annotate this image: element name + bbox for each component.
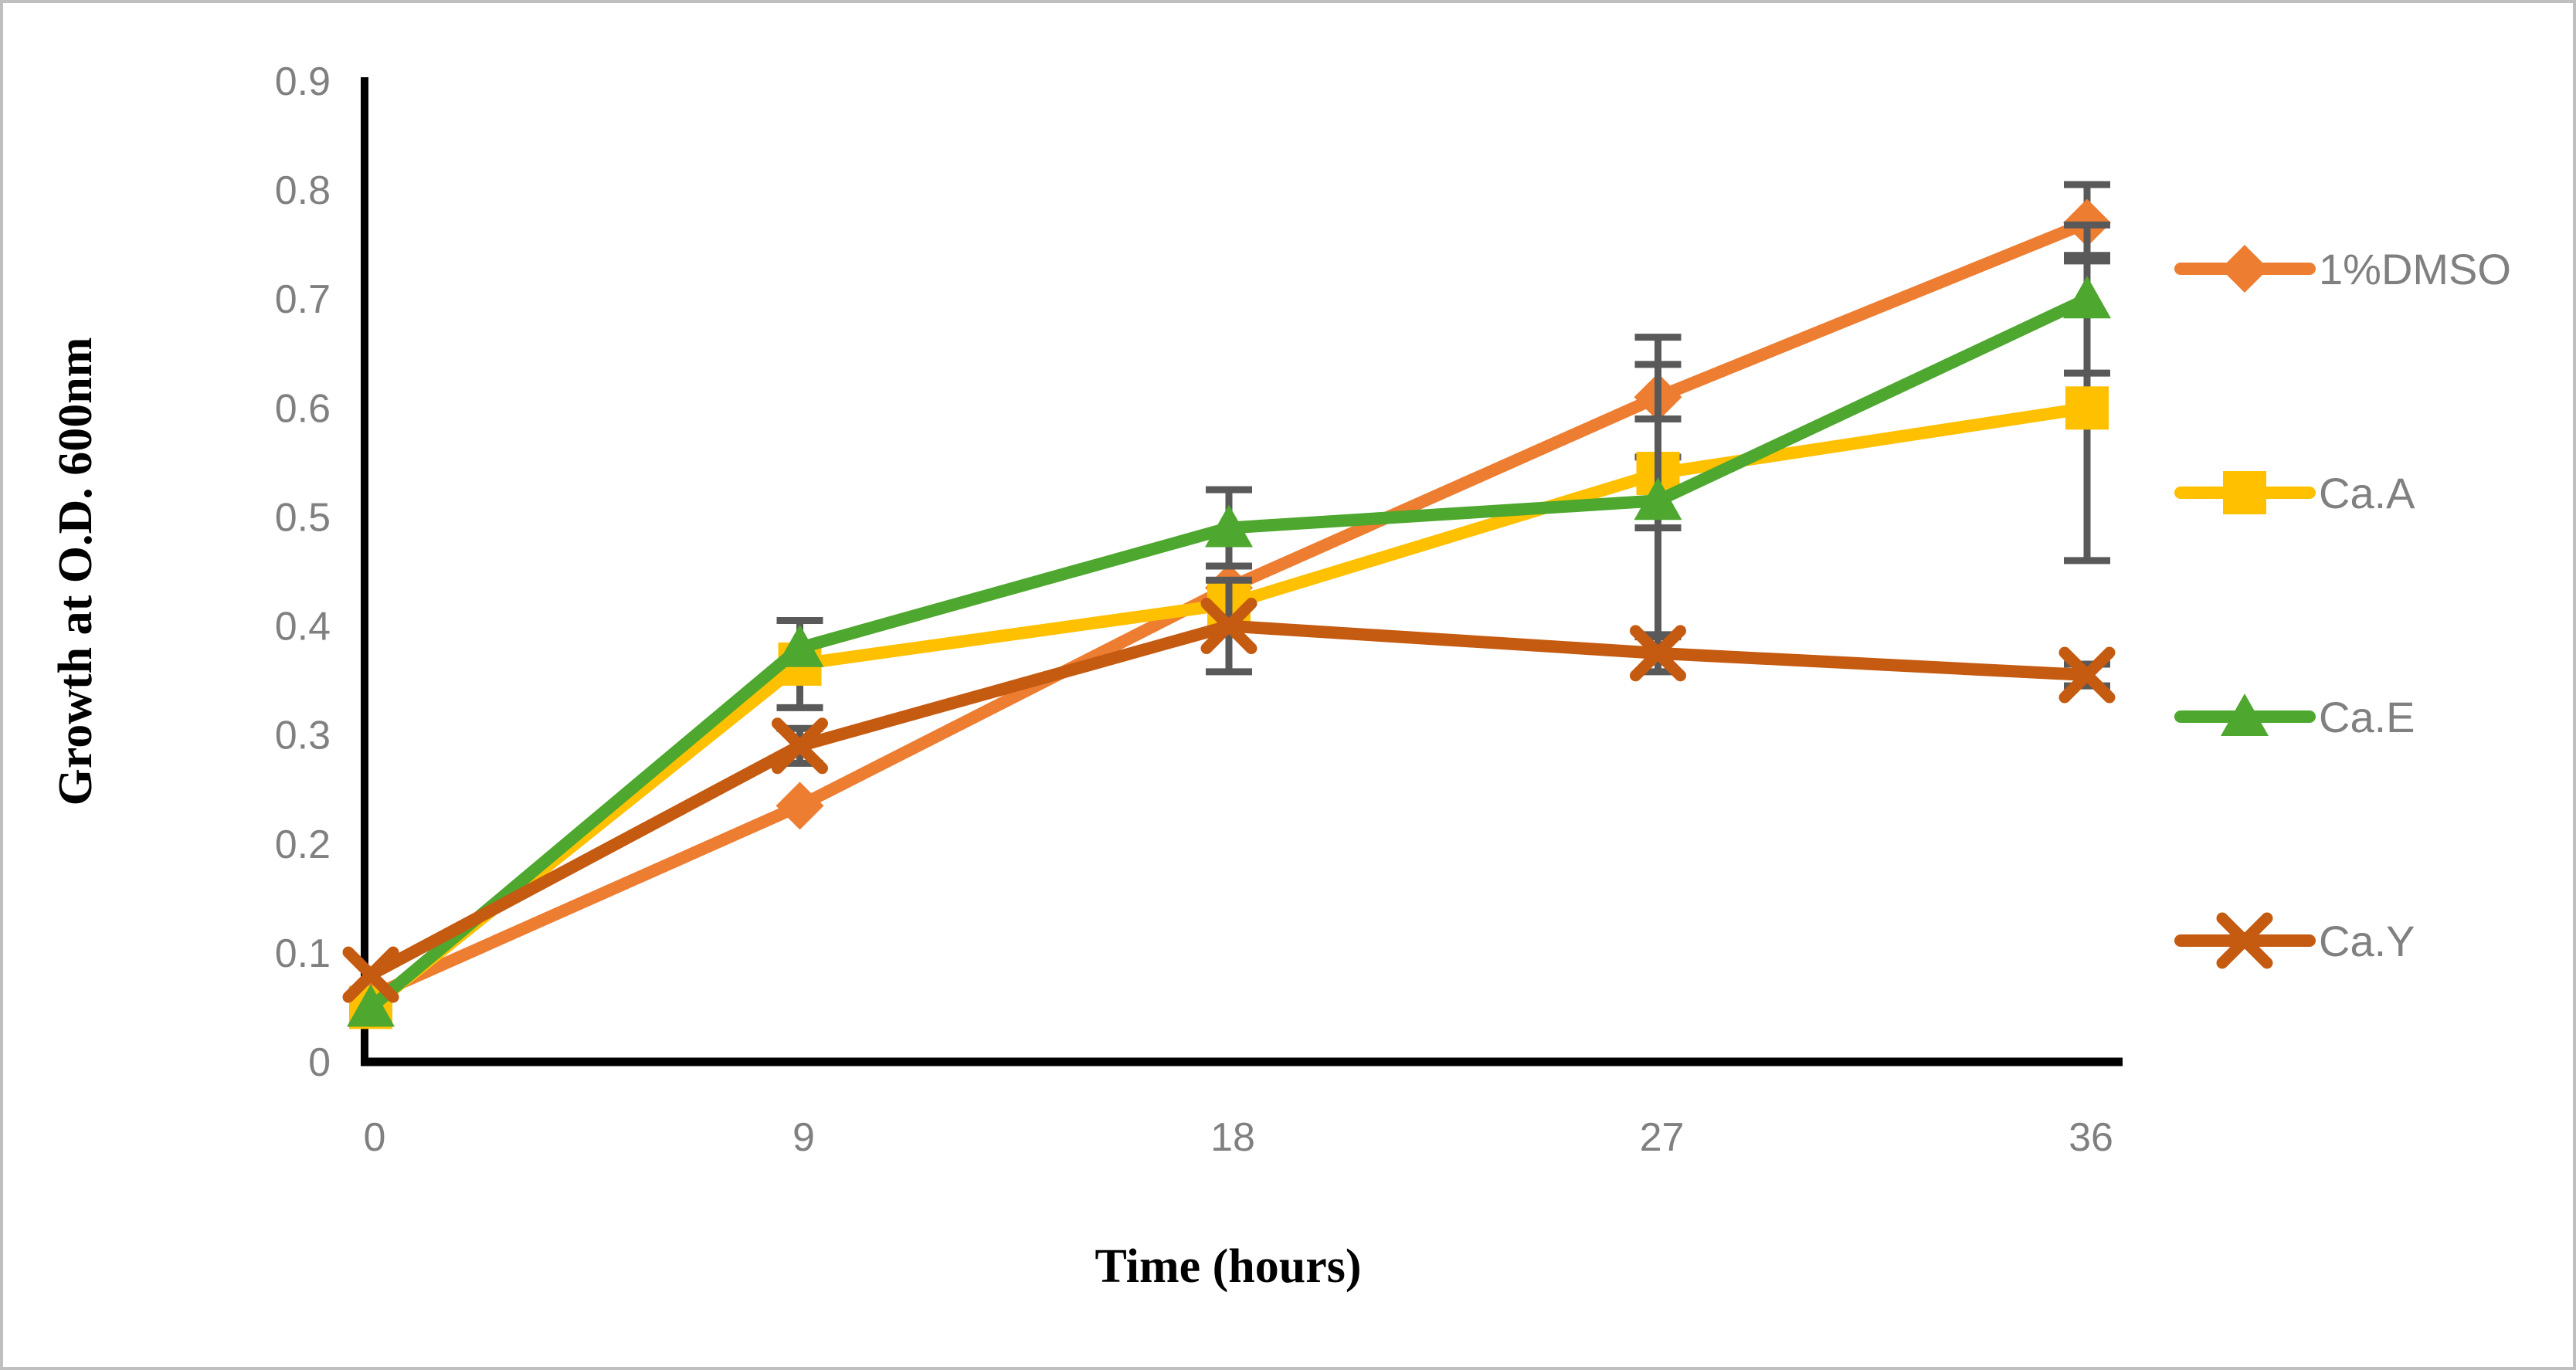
x-marker <box>342 946 399 1003</box>
x-tick-label: 27 <box>1640 1115 1685 1160</box>
series-Ca.Y <box>342 576 2116 1003</box>
x-tick-label: 18 <box>1210 1115 1255 1160</box>
legend-label: Ca.Y <box>2319 917 2415 965</box>
legend-x-marker <box>2216 912 2273 969</box>
diamond-marker <box>776 782 824 830</box>
y-tick-label: 0.7 <box>275 277 331 322</box>
y-tick-label: 0.1 <box>275 931 331 976</box>
y-tick-label: 0.6 <box>275 386 331 431</box>
triangle-marker <box>776 624 824 667</box>
legend-item-Ca.Y: Ca.Y <box>2174 912 2415 969</box>
legend-square-marker <box>2223 471 2266 514</box>
x-tick-labels: 0 9 18 27 36 <box>364 1115 2113 1160</box>
y-tick-label: 0.8 <box>275 168 331 213</box>
y-axis: 0 0.1 0.2 0.3 0.4 0.5 0.6 0.7 0.8 0.9 Growth at O… <box>49 59 368 1085</box>
y-tick-label: 0.3 <box>275 714 331 758</box>
x-marker <box>2058 646 2116 704</box>
y-tick-label: 0.5 <box>275 495 331 540</box>
y-tick-label: 0 <box>308 1040 331 1085</box>
y-tick-label: 0.2 <box>275 822 331 867</box>
legend-item-Ca.E: Ca.E <box>2174 693 2415 741</box>
triangle-marker <box>1205 504 1253 548</box>
legend-label: Ca.E <box>2319 693 2415 741</box>
y-axis-title: Growth at O.D. 600nm <box>49 337 102 806</box>
square-marker <box>2065 386 2109 430</box>
legend-item-Ca.A: Ca.A <box>2174 469 2415 517</box>
x-axis: 0 9 18 27 36 Time (hours) <box>361 1057 2123 1293</box>
triangle-marker <box>347 984 395 1027</box>
y-tick-label: 0.4 <box>275 605 331 649</box>
legend-diamond-marker <box>2221 245 2269 293</box>
x-axis-title: Time (hours) <box>1095 1240 1361 1293</box>
y-tick-label: 0.9 <box>275 59 331 104</box>
triangle-marker <box>1634 477 1682 521</box>
x-marker <box>1200 598 1257 655</box>
series-layer <box>342 181 2116 1029</box>
triangle-marker <box>2063 276 2111 319</box>
legend-item-1%DMSO: 1%DMSO <box>2174 245 2511 293</box>
x-tick-label: 36 <box>2069 1115 2113 1160</box>
legend-triangle-marker <box>2221 693 2269 736</box>
x-tick-label: 9 <box>792 1115 815 1160</box>
y-tick-labels: 0 0.1 0.2 0.3 0.4 0.5 0.6 0.7 0.8 0.9 <box>275 59 331 1085</box>
x-marker <box>772 717 828 775</box>
legend-label: 1%DMSO <box>2319 245 2511 293</box>
x-marker <box>1630 625 1686 682</box>
legend-label: Ca.A <box>2319 469 2415 517</box>
legend: 1%DMSO Ca.A Ca.E Ca.Y <box>2174 245 2511 969</box>
series-Ca.E <box>347 221 2111 1027</box>
x-tick-label: 0 <box>364 1115 386 1160</box>
